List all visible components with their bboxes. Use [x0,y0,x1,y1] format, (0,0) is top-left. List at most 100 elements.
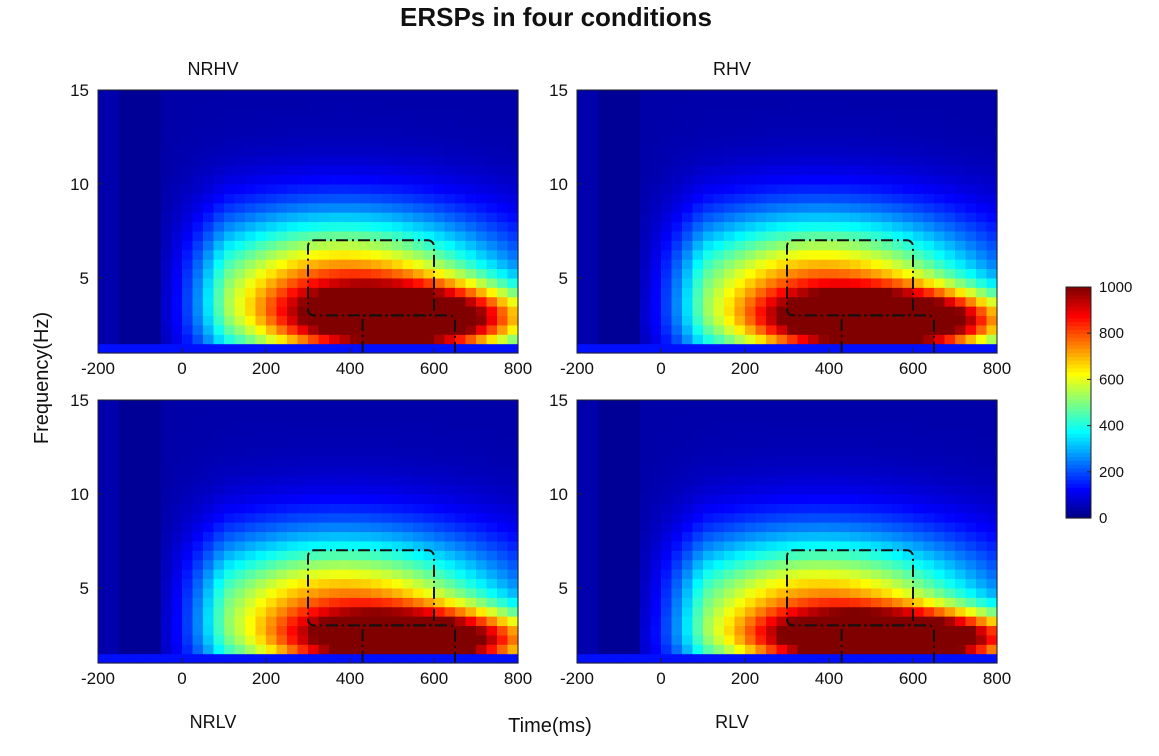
heatmap-cell [266,136,278,147]
heatmap-cell [150,531,162,542]
heatmap-cell [724,465,736,476]
heatmap-cell [476,174,488,185]
heatmap-cell [671,456,683,467]
heatmap-cell [434,155,446,166]
heatmap-cell [787,240,799,251]
heatmap-cell [98,136,110,147]
heatmap-cell [871,606,883,617]
heatmap-cell [871,334,883,345]
heatmap-cell [413,644,425,655]
heatmap-cell [98,259,110,270]
heatmap-cell [161,259,173,270]
heatmap-cell [255,108,267,119]
heatmap-cell [434,484,446,495]
heatmap-cell [402,644,414,655]
heatmap-cell [182,559,194,570]
heatmap-cell [413,343,425,354]
heatmap-cell [902,493,914,504]
heatmap-cell [161,174,173,185]
heatmap-cell [234,587,246,598]
heatmap-cell [182,616,194,627]
heatmap-cell [913,616,925,627]
heatmap-cell [423,230,435,241]
heatmap-cell [976,193,988,204]
heatmap-cell [476,456,488,467]
heatmap-cell [829,212,841,223]
heatmap-cell [455,183,467,194]
heatmap-cell [944,221,956,232]
heatmap-cell [808,221,820,232]
heatmap-cell [661,456,673,467]
heatmap-cell [682,465,694,476]
heatmap-cell [745,446,757,457]
heatmap-cell [986,540,998,551]
heatmap-cell [444,597,456,608]
heatmap-cell [329,315,341,326]
heatmap-cell [913,625,925,636]
heatmap-cell [934,277,946,288]
heatmap-cell [608,634,620,645]
heatmap-cell [129,569,141,580]
heatmap-cell [507,136,519,147]
heatmap-cell [640,437,652,448]
heatmap-cell [203,174,215,185]
heatmap-cell [598,165,610,176]
heatmap-cell [140,493,152,504]
heatmap-cell [413,174,425,185]
heatmap-cell [171,296,183,307]
heatmap-cell [797,569,809,580]
heatmap-cell [724,221,736,232]
heatmap-cell [577,493,589,504]
colorbar-segment [1066,294,1091,300]
heatmap-cell [140,118,152,129]
heatmap-cell [350,343,362,354]
heatmap-cell [339,183,351,194]
heatmap-cell [224,334,236,345]
heatmap-cell [944,644,956,655]
heatmap-cell [371,193,383,204]
heatmap-cell [818,259,830,270]
heatmap-cell [944,653,956,664]
heatmap-cell [640,512,652,523]
heatmap-cell [308,277,320,288]
heatmap-cell [434,409,446,420]
heatmap-cell [587,146,599,157]
heatmap-cell [692,165,704,176]
heatmap-cell [944,315,956,326]
heatmap-cell [266,503,278,514]
heatmap-cell [839,315,851,326]
heatmap-cell [276,249,288,260]
heatmap-cell [392,493,404,504]
heatmap-cell [923,587,935,598]
heatmap-cell [755,606,767,617]
heatmap-cell [661,183,673,194]
heatmap-cell [129,230,141,241]
heatmap-cell [619,249,631,260]
heatmap-cell [476,324,488,335]
heatmap-cell [507,334,519,345]
heatmap-cell [455,484,467,495]
heatmap-cell [944,503,956,514]
heatmap-cell [119,616,131,627]
heatmap-cell [486,475,498,486]
heatmap-cell [392,287,404,298]
heatmap-cell [308,503,320,514]
heatmap-cell [587,634,599,645]
heatmap-cell [98,540,110,551]
heatmap-cell [881,625,893,636]
heatmap-cell [108,268,120,279]
heatmap-cell [465,287,477,298]
heatmap-cell [339,155,351,166]
heatmap-cell [150,475,162,486]
heatmap-cell [640,212,652,223]
heatmap-cell [402,315,414,326]
heatmap-cell [913,202,925,213]
heatmap-cell [598,531,610,542]
heatmap-cell [297,277,309,288]
heatmap-cell [297,625,309,636]
heatmap-cell [902,99,914,110]
heatmap-cell [171,324,183,335]
heatmap-cell [682,597,694,608]
heatmap-cell [619,531,631,542]
heatmap-cell [297,512,309,523]
